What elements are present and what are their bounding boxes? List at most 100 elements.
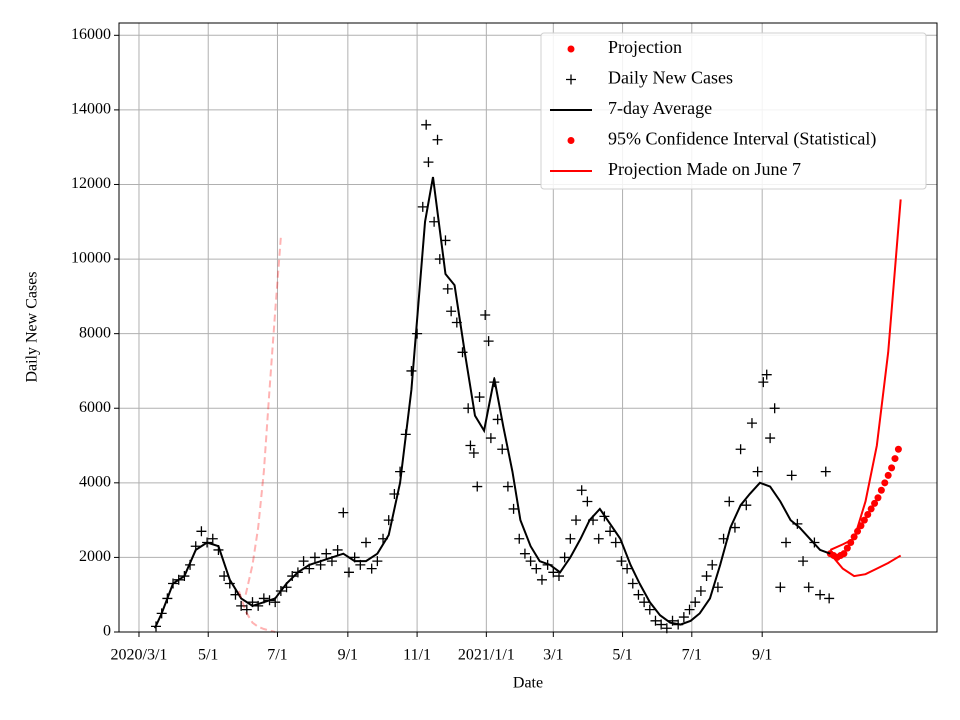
series-line [829,553,902,578]
point [781,537,792,548]
marks [151,119,902,634]
y-tick-label: 8000 [79,324,111,341]
point [610,537,621,548]
y-tick-label: 0 [103,623,111,640]
point [605,526,616,537]
point [502,481,513,492]
point [761,369,772,380]
point [758,377,769,388]
point [707,559,718,570]
point [372,556,383,567]
point [701,571,712,582]
point [874,494,882,502]
point [559,552,570,563]
point [765,433,776,444]
x-axis-label: Date [513,675,543,692]
legend-marker [567,137,575,144]
point [884,471,892,479]
point [840,550,848,558]
point [343,567,354,578]
point [309,552,320,563]
point [287,571,298,582]
point [207,533,218,544]
point [803,582,814,593]
point [298,556,309,567]
legend-label: Projection [608,37,682,57]
point [639,597,650,608]
series-line [829,199,902,551]
point [548,567,559,578]
series-line [153,176,831,629]
y-tick-label: 6000 [79,399,111,416]
x-tick-label: 7/1 [267,647,287,664]
x-tick-label: 5/1 [198,647,218,664]
point [497,444,508,455]
point [616,556,627,567]
point [219,571,230,582]
x-tick-label: 9/1 [338,647,358,664]
point [446,306,457,317]
legend-box [540,32,927,190]
point [877,486,885,494]
point [514,533,525,544]
point [627,578,638,589]
point [196,526,207,537]
point [457,347,468,358]
point [468,447,479,458]
point [815,589,826,600]
point [644,604,655,615]
plot-frame [118,22,938,633]
point [824,593,835,604]
point [423,157,434,168]
y-tick-label: 14000 [71,101,111,118]
point [485,433,496,444]
point [843,544,851,552]
point [864,511,872,519]
point [417,201,428,212]
y-tick-label: 4000 [79,473,111,490]
point [338,507,349,518]
y-tick-label: 12000 [71,175,111,192]
point [690,597,701,608]
point [571,515,582,526]
point [421,119,432,130]
y-tick-label: 2000 [79,548,111,565]
legend-label: 7-day Average [608,98,712,118]
y-tick-label: 10000 [71,250,111,267]
point [656,619,667,630]
point [480,310,491,321]
point [735,444,746,455]
point [724,496,735,507]
legend-label: Projection Made on June 7 [608,159,801,179]
point [888,464,896,472]
point [820,466,831,477]
x-tick-label: 2021/1/1 [458,647,515,664]
legend-label: 95% Confidence Interval (Statistical) [608,129,876,150]
point [881,479,889,487]
x-tick-label: 9/1 [752,647,772,664]
point [519,548,530,559]
point [712,582,723,593]
point [798,556,809,567]
y-tick-label: 16000 [71,26,111,43]
point [536,574,547,585]
point [894,445,902,453]
point [741,500,752,511]
point [786,470,797,481]
point [366,563,377,574]
point [582,496,593,507]
point [472,481,483,492]
point [871,499,879,507]
point [508,503,519,514]
point [321,548,332,559]
point [483,336,494,347]
point [622,563,633,574]
point [332,544,343,555]
x-tick-label: 11/1 [403,647,431,664]
point [593,533,604,544]
point [429,216,440,227]
point [650,615,661,626]
point [474,392,485,403]
point [729,522,740,533]
